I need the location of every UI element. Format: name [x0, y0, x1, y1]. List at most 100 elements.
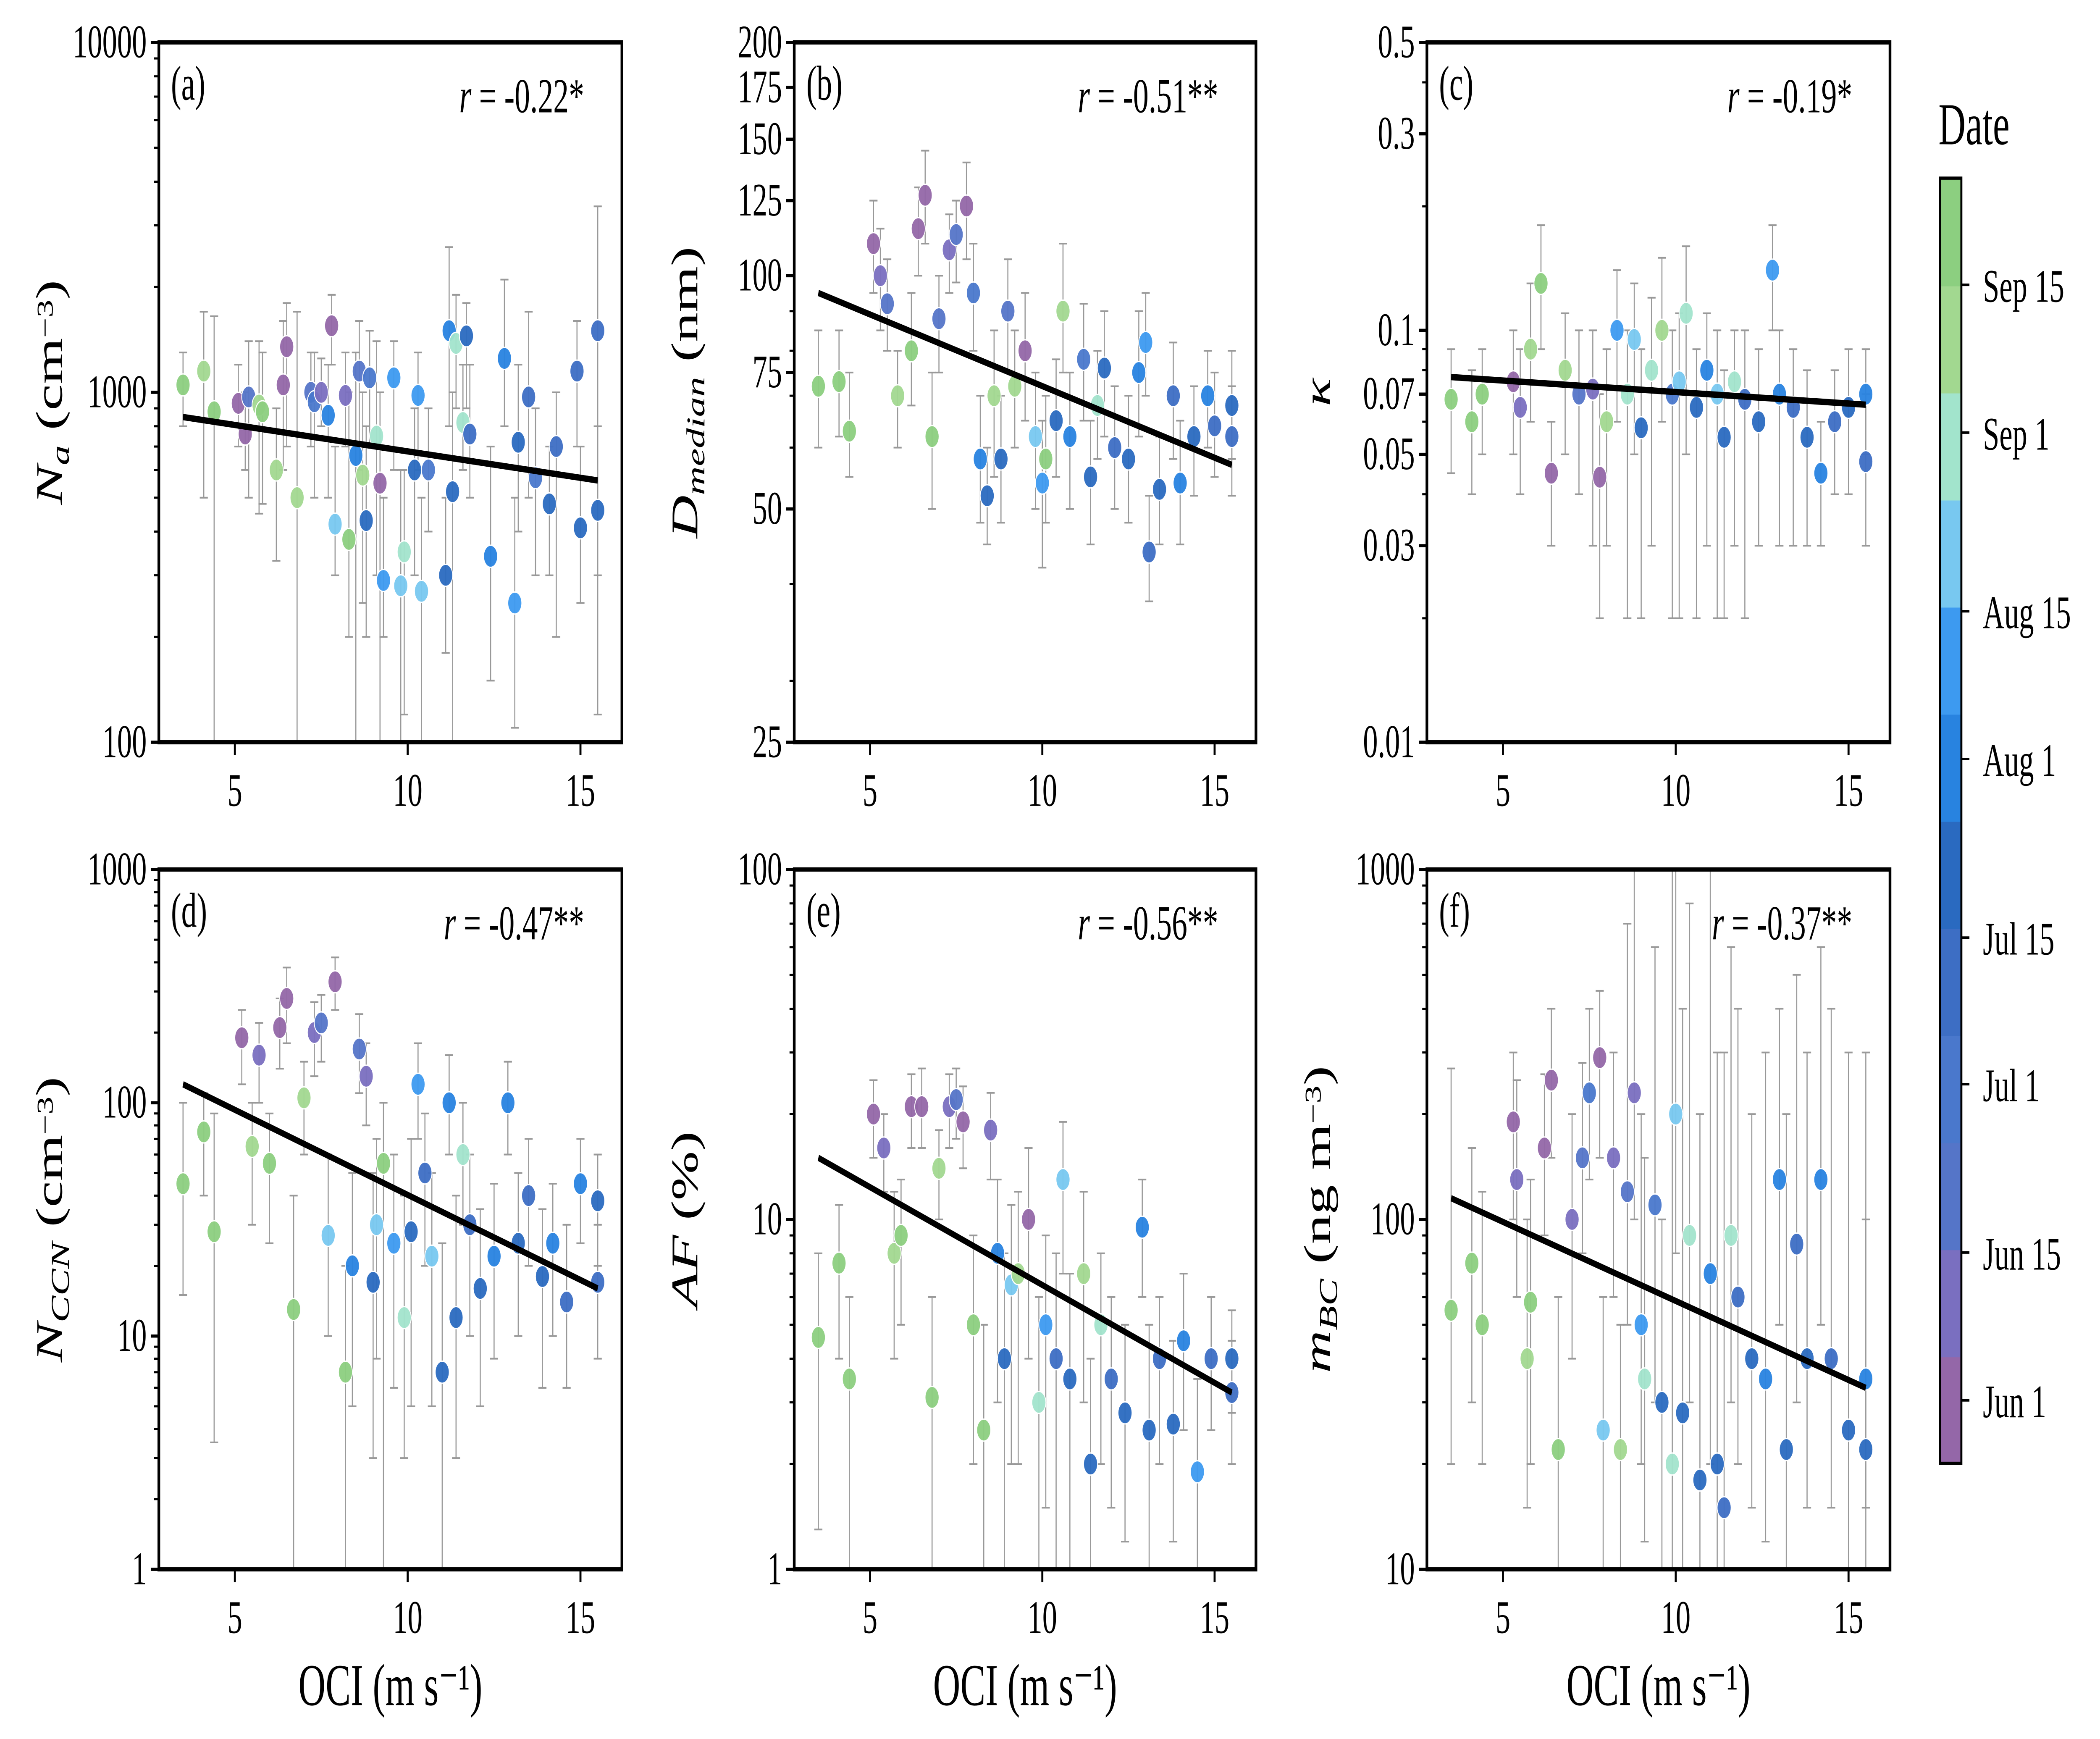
y-tick-label: 0.01: [1363, 716, 1415, 768]
colorbar-tick-label: Jun 15: [1983, 1228, 2061, 1280]
data-point: [1772, 1168, 1787, 1191]
data-point: [472, 1277, 488, 1300]
data-point: [842, 1367, 857, 1391]
data-point: [1520, 1347, 1535, 1371]
regression-line: [1451, 374, 1866, 408]
colorbar-segment: [1940, 606, 1961, 715]
r-value: = -0.51**: [1090, 69, 1218, 123]
data-point: [811, 374, 826, 398]
data-point: [1668, 1102, 1683, 1126]
plot-area: [1444, 224, 1874, 619]
data-point: [196, 1120, 211, 1144]
data-point: [1703, 1262, 1718, 1285]
data-point: [997, 1347, 1012, 1371]
data-point: [1841, 396, 1856, 419]
data-point: [1031, 1390, 1047, 1414]
y-label-part: ): [1296, 1066, 1338, 1085]
panel-label: (c): [1439, 57, 1473, 111]
data-point: [435, 1360, 450, 1384]
panel-label: (d): [171, 884, 207, 938]
x-tick-label: 5: [1496, 1592, 1510, 1644]
r-symbol: r: [1712, 896, 1725, 951]
data-point: [289, 486, 304, 510]
data-point: [414, 579, 429, 603]
data-point: [320, 403, 336, 427]
data-point: [276, 373, 291, 397]
plot-area: [811, 1067, 1239, 1570]
y-label-part: (cm: [28, 1135, 70, 1242]
data-point: [879, 292, 895, 315]
data-point: [1827, 410, 1842, 433]
data-point: [559, 1290, 574, 1314]
colorbar: Jun 1 Jun 15 Jul 1 Jul 15 Aug 1 Aug 15 Sep 1 Se…: [1938, 91, 2071, 1465]
data-point: [365, 1270, 381, 1294]
data-point: [297, 1086, 312, 1110]
data-point: [918, 184, 933, 207]
y-label-part: ): [28, 280, 70, 299]
correlation-label: r = -0.37**: [1712, 896, 1852, 951]
data-point: [1544, 1068, 1559, 1092]
data-point: [987, 384, 1002, 407]
y-tick-label: 100: [738, 250, 782, 301]
data-point: [914, 1095, 929, 1119]
y-tick-label: 100: [102, 716, 147, 768]
data-point: [1841, 1418, 1856, 1442]
correlation-label: r = -0.51**: [1078, 69, 1218, 123]
x-tick-label: 5: [863, 1592, 877, 1644]
data-point: [386, 1231, 402, 1255]
colorbar-segment: [1940, 713, 1961, 822]
data-point: [396, 1306, 412, 1329]
y-tick-label: 50: [753, 483, 782, 534]
y-label-part: AF: [664, 1234, 706, 1311]
data-point: [1176, 1329, 1191, 1353]
data-point: [976, 1418, 991, 1442]
data-point: [449, 1306, 464, 1329]
panel-label: (b): [806, 57, 843, 111]
y-tick-label: 1000: [87, 366, 147, 418]
data-point: [1055, 1168, 1071, 1191]
data-point: [866, 1102, 881, 1126]
data-point: [207, 1220, 222, 1244]
data-point: [176, 373, 191, 397]
data-point: [328, 970, 343, 994]
data-point: [1055, 299, 1071, 323]
data-point: [931, 307, 947, 331]
y-tick-label: 125: [738, 174, 782, 226]
y-tick-label: 200: [738, 16, 782, 68]
data-point: [924, 1386, 940, 1409]
y-tick-label: 0.3: [1378, 108, 1415, 159]
y-tick-label: 10000: [73, 16, 147, 68]
data-point: [521, 1184, 536, 1208]
data-point: [1654, 1390, 1670, 1414]
x-tick-label: 5: [228, 1592, 242, 1644]
data-point: [573, 1172, 588, 1195]
data-point: [1665, 1452, 1680, 1476]
x-tick-label: 10: [393, 765, 423, 817]
data-point: [993, 447, 1008, 471]
data-point: [1200, 384, 1215, 407]
data-point: [832, 370, 847, 394]
data-point: [1117, 1401, 1133, 1425]
data-point: [1606, 1146, 1621, 1170]
data-point: [1858, 1438, 1874, 1461]
data-point: [244, 1135, 260, 1158]
data-point: [269, 458, 284, 482]
data-point: [979, 484, 995, 508]
data-point: [1682, 1224, 1697, 1247]
data-point: [500, 1091, 515, 1115]
data-point: [966, 281, 981, 305]
data-point: [832, 1251, 847, 1275]
x-tick-label: 10: [1027, 765, 1057, 817]
x-axis-label: OCI (m s⁻¹): [933, 1652, 1117, 1718]
y-tick-label: 100: [102, 1077, 147, 1128]
data-point: [262, 1151, 277, 1175]
data-point: [483, 544, 498, 568]
data-point: [1509, 1168, 1524, 1191]
data-point: [1789, 1232, 1804, 1256]
data-point: [1038, 1313, 1053, 1337]
colorbar-segment: [1940, 820, 1961, 929]
data-point: [1190, 1460, 1205, 1484]
colorbar-tick-label: Sep 15: [1983, 261, 2064, 313]
data-point: [386, 366, 402, 390]
